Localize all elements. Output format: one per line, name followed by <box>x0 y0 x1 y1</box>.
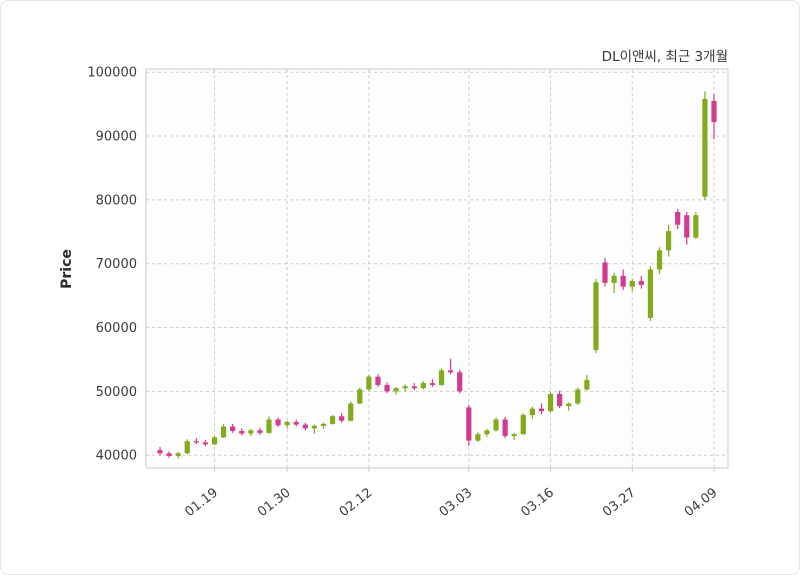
plot-background <box>146 69 728 468</box>
candle-body <box>193 441 199 443</box>
candle-body <box>239 430 245 434</box>
candle-body <box>393 388 399 392</box>
x-tick-label: 03.27 <box>600 485 639 520</box>
candle-body <box>511 434 517 437</box>
candle-body <box>402 386 408 389</box>
candle-body <box>693 215 699 238</box>
candle-body <box>293 422 299 425</box>
candle-body <box>375 376 381 386</box>
y-tick-label: 80000 <box>96 193 137 208</box>
x-tick-label: 04.09 <box>682 485 721 520</box>
candle-body <box>320 423 327 426</box>
candle-body <box>220 426 227 438</box>
candle-body <box>429 383 436 386</box>
y-tick-label: 90000 <box>96 130 137 145</box>
chart-title: DL이앤씨, 최근 3개월 <box>601 49 728 65</box>
candle-body <box>702 99 708 197</box>
x-tick-label: 03.03 <box>437 485 476 520</box>
x-tick-label: 01.30 <box>255 485 294 520</box>
candle-body <box>620 275 626 287</box>
candle-body <box>629 280 635 287</box>
candle-body <box>457 372 463 392</box>
candle-body <box>684 215 690 238</box>
candle-body <box>202 442 209 445</box>
candle-body <box>339 416 345 421</box>
y-tick-label: 70000 <box>96 257 137 272</box>
candle-body <box>357 389 363 404</box>
candle-body <box>575 389 581 404</box>
candle-body <box>230 426 236 431</box>
candle-body <box>638 280 644 285</box>
candle-body <box>438 370 445 386</box>
candle-body <box>647 269 654 318</box>
plot-border <box>145 68 729 469</box>
candle-body <box>175 453 181 456</box>
candle-body <box>284 422 290 426</box>
candle-body <box>275 419 281 426</box>
candle-body <box>665 231 672 251</box>
y-axis-label: Price <box>59 249 75 289</box>
y-tick-label: 100000 <box>87 66 137 81</box>
candle-body <box>466 407 472 441</box>
candle-body <box>593 282 599 350</box>
candle-body <box>311 425 317 429</box>
candle-body <box>493 419 499 431</box>
candle-body <box>384 385 390 392</box>
candle-body <box>557 393 563 407</box>
candle-body <box>266 419 272 433</box>
candle-body <box>166 453 172 456</box>
candle-body <box>656 250 663 270</box>
candle-body <box>711 100 717 122</box>
candle-body <box>547 393 554 412</box>
candle-body <box>248 430 254 434</box>
y-tick-label: 60000 <box>96 321 137 336</box>
candle-body <box>420 383 426 389</box>
candle-body <box>675 212 681 225</box>
candle-body <box>348 403 354 421</box>
candle-body <box>411 386 417 389</box>
y-tick-label: 40000 <box>96 449 137 464</box>
candle-body <box>502 419 508 437</box>
candle-body <box>484 430 490 435</box>
candle-body <box>475 434 481 441</box>
candle-body <box>211 437 218 445</box>
candle-body <box>157 450 163 454</box>
x-tick-label: 01.19 <box>182 485 221 520</box>
candle-body <box>302 424 308 429</box>
candle-body <box>257 430 263 433</box>
candle-body <box>329 416 336 424</box>
x-tick-label: 02.12 <box>337 485 376 520</box>
y-tick-label: 50000 <box>96 385 137 400</box>
candle-body <box>538 408 545 412</box>
candle-body <box>448 370 454 373</box>
candle-body <box>366 376 372 390</box>
candle-body <box>184 441 190 454</box>
candle-body <box>566 403 572 407</box>
candle-body <box>520 415 526 435</box>
candle-body <box>602 262 608 283</box>
candle-body <box>584 379 590 390</box>
candle-body <box>611 275 617 283</box>
x-tick-label: 03.16 <box>518 485 557 520</box>
candle-body <box>529 408 535 416</box>
